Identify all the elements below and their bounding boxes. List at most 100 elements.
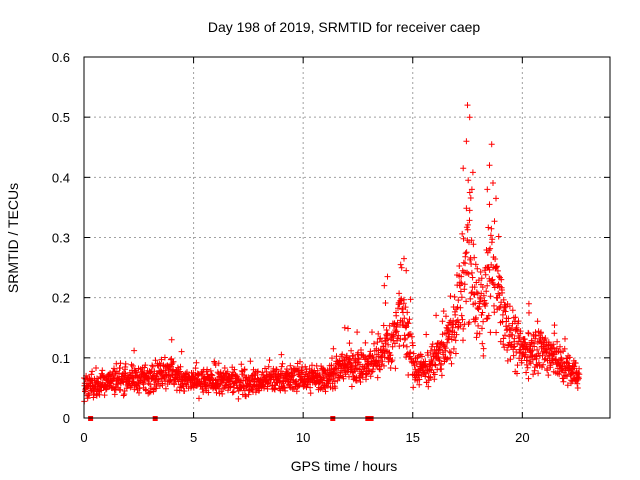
data-point bbox=[394, 335, 401, 342]
data-point bbox=[405, 332, 411, 339]
data-point bbox=[416, 376, 423, 383]
data-point bbox=[529, 356, 536, 363]
data-point bbox=[408, 333, 415, 340]
data-point bbox=[464, 102, 471, 109]
data-point bbox=[535, 370, 542, 377]
data-point bbox=[482, 300, 489, 307]
data-point bbox=[488, 225, 495, 232]
data-point bbox=[468, 237, 475, 244]
data-point bbox=[365, 367, 372, 374]
data-point bbox=[468, 269, 475, 276]
data-point bbox=[504, 347, 511, 353]
data-point bbox=[334, 377, 341, 384]
data-point bbox=[457, 304, 464, 311]
data-point bbox=[326, 377, 333, 383]
data-point bbox=[476, 330, 483, 337]
data-point bbox=[117, 386, 124, 393]
data-point bbox=[217, 369, 224, 376]
data-point bbox=[532, 332, 539, 339]
data-point bbox=[204, 381, 211, 388]
data-point bbox=[427, 373, 434, 380]
data-point bbox=[455, 297, 462, 304]
data-point bbox=[283, 366, 290, 372]
data-point bbox=[422, 370, 429, 377]
data-point bbox=[451, 293, 458, 300]
data-point bbox=[467, 195, 474, 201]
data-point bbox=[94, 375, 100, 382]
data-point bbox=[350, 352, 357, 359]
data-point bbox=[359, 374, 366, 381]
data-point bbox=[295, 383, 302, 390]
data-point bbox=[382, 347, 389, 354]
data-point bbox=[384, 273, 391, 280]
data-point bbox=[231, 366, 238, 373]
data-point bbox=[566, 354, 573, 361]
data-point bbox=[426, 366, 433, 373]
data-point bbox=[111, 391, 118, 398]
data-point bbox=[241, 366, 248, 373]
data-point bbox=[522, 340, 529, 347]
data-point bbox=[380, 322, 387, 329]
data-point bbox=[463, 298, 470, 305]
data-point bbox=[322, 388, 329, 395]
data-point bbox=[407, 296, 414, 303]
data-point bbox=[447, 293, 454, 300]
data-point bbox=[371, 340, 377, 347]
data-point bbox=[439, 318, 446, 325]
data-point bbox=[448, 360, 455, 367]
data-point bbox=[468, 186, 475, 193]
data-point bbox=[535, 359, 542, 366]
data-point bbox=[142, 362, 149, 369]
y-tick-label: 0.1 bbox=[52, 351, 70, 366]
data-point bbox=[547, 364, 554, 371]
data-point bbox=[458, 280, 465, 287]
x-axis-label: GPS time / hours bbox=[291, 458, 398, 474]
data-point bbox=[117, 360, 124, 367]
data-point bbox=[265, 363, 272, 370]
data-point bbox=[460, 325, 467, 332]
data-point bbox=[177, 363, 184, 370]
data-point bbox=[109, 372, 116, 378]
data-point bbox=[169, 360, 176, 367]
data-point bbox=[327, 376, 334, 383]
data-point bbox=[463, 205, 470, 212]
data-point bbox=[341, 324, 348, 331]
y-tick-label: 0.2 bbox=[52, 291, 70, 306]
data-point bbox=[447, 354, 454, 361]
data-point bbox=[278, 363, 285, 370]
data-point bbox=[433, 343, 440, 350]
data-point bbox=[460, 337, 466, 344]
data-point bbox=[399, 318, 406, 325]
data-point bbox=[192, 365, 199, 372]
data-point bbox=[550, 341, 557, 348]
data-point bbox=[398, 264, 405, 271]
data-point bbox=[101, 392, 108, 399]
data-point bbox=[438, 372, 445, 379]
data-point bbox=[209, 372, 216, 379]
data-point bbox=[475, 322, 482, 329]
data-point bbox=[328, 362, 335, 369]
data-point bbox=[120, 392, 127, 399]
data-point bbox=[463, 249, 470, 256]
data-point bbox=[400, 342, 407, 349]
data-point bbox=[556, 371, 563, 378]
data-point bbox=[374, 339, 381, 346]
data-point bbox=[477, 296, 484, 302]
data-point bbox=[466, 217, 473, 224]
data-point bbox=[444, 355, 451, 362]
data-point bbox=[468, 290, 475, 297]
data-point bbox=[452, 337, 459, 344]
data-point bbox=[405, 372, 412, 378]
data-point bbox=[514, 362, 521, 369]
data-point bbox=[495, 233, 502, 240]
data-point bbox=[367, 373, 374, 380]
data-point bbox=[339, 351, 346, 358]
data-point bbox=[465, 177, 472, 184]
data-point bbox=[440, 308, 447, 315]
data-point bbox=[406, 316, 413, 323]
x-tick-label: 10 bbox=[296, 430, 310, 445]
data-point bbox=[488, 141, 495, 148]
data-point bbox=[348, 383, 355, 390]
data-point bbox=[497, 303, 504, 310]
data-point bbox=[459, 316, 466, 323]
